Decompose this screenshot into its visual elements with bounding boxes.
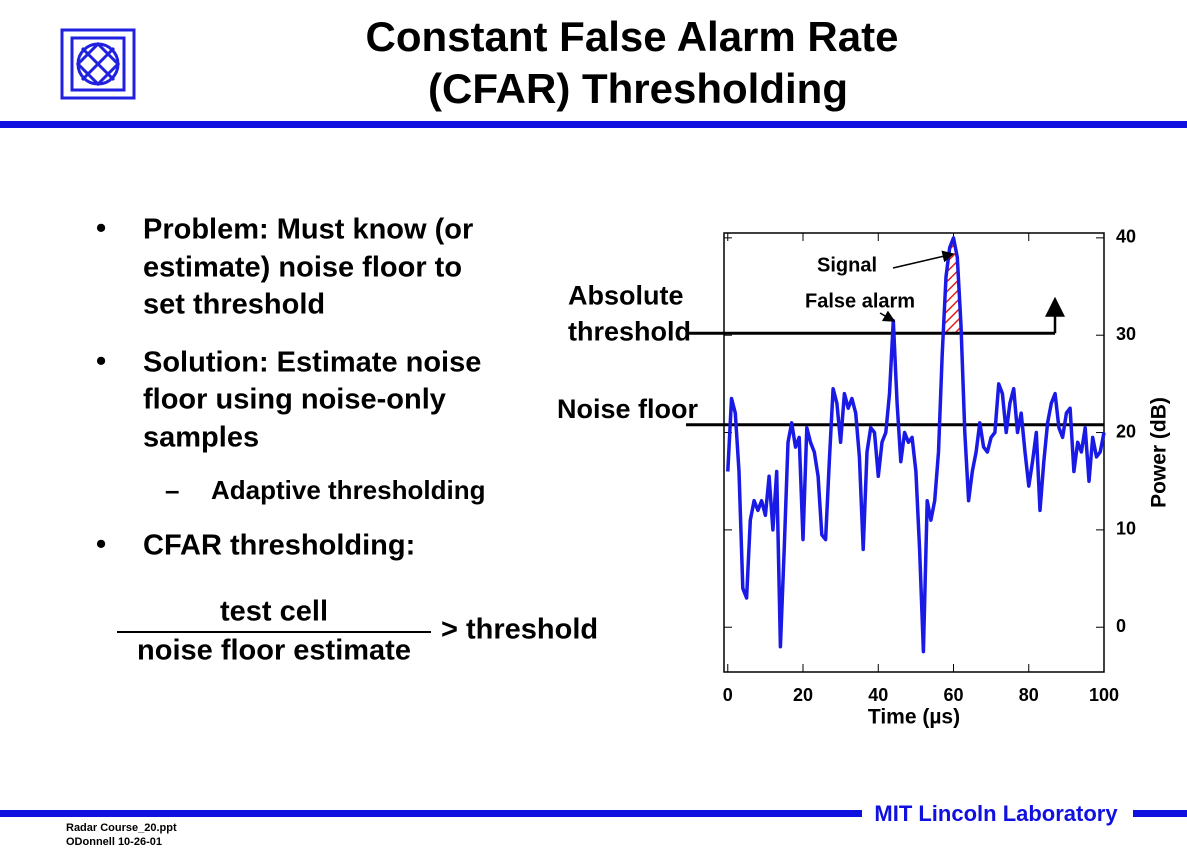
annotation: Signal xyxy=(817,254,877,276)
bullets: • Problem: Must know (or estimate) noise… xyxy=(96,213,485,562)
chart: 0 10 20 30 40 0 20 40 60 80 100 Time (µs) Power (dB)… xyxy=(557,227,1171,729)
x-axis-label: Time (µs) xyxy=(868,706,960,729)
comparison: > threshold xyxy=(441,614,598,646)
x-tick-label: 0 xyxy=(723,685,733,705)
y-tick-label: 30 xyxy=(1116,324,1136,344)
power-line xyxy=(726,236,1106,654)
footer-file: Radar Course_20.ppt xyxy=(66,822,177,834)
sub-bullet: Adaptive thresholding xyxy=(211,475,485,505)
svg-text:•: • xyxy=(96,529,106,561)
x-tick-label: 80 xyxy=(1019,685,1039,705)
noise-floor-label: Noise floor xyxy=(557,394,699,424)
y-tick-label: 0 xyxy=(1116,616,1126,636)
annotation-arrow xyxy=(879,310,896,322)
logo xyxy=(60,28,136,100)
bullet: set threshold xyxy=(143,289,325,321)
plot-frame xyxy=(723,232,1105,673)
svg-text:•: • xyxy=(96,346,106,378)
svg-text:–: – xyxy=(165,475,179,505)
y-axis-label: Power (dB) xyxy=(1148,397,1171,508)
y-tick-label: 10 xyxy=(1116,519,1136,539)
numerator: test cell xyxy=(220,596,328,628)
lab-name: MIT Lincoln Laboratory xyxy=(874,801,1118,826)
bullet: samples xyxy=(143,422,259,454)
x-tick-label: 60 xyxy=(943,685,963,705)
rule xyxy=(0,810,862,817)
annotation: False alarm xyxy=(805,290,915,312)
bullet: CFAR thresholding: xyxy=(143,530,415,562)
bullet: Problem: Must know (or xyxy=(143,214,473,246)
x-tick-label: 40 xyxy=(868,685,888,705)
rule xyxy=(0,121,1187,128)
bullet: Solution: Estimate noise xyxy=(143,347,481,379)
svg-text:•: • xyxy=(96,213,106,245)
annotation-arrow xyxy=(892,250,955,269)
title: (CFAR) Thresholding xyxy=(428,65,848,112)
title: Constant False Alarm Rate xyxy=(366,13,899,60)
footer-author: ODonnell 10-26-01 xyxy=(66,836,162,848)
y-tick-label: 40 xyxy=(1116,227,1136,247)
bullet: floor using noise-only xyxy=(143,384,446,416)
denominator: noise floor estimate xyxy=(137,635,411,667)
y-tick-label: 20 xyxy=(1116,421,1136,441)
threshold-label: Absolute threshold xyxy=(568,280,691,346)
bullet: estimate) noise floor to xyxy=(143,252,462,284)
x-tick-label: 20 xyxy=(793,685,813,705)
rule xyxy=(1133,810,1187,817)
x-tick-label: 100 xyxy=(1089,685,1119,705)
